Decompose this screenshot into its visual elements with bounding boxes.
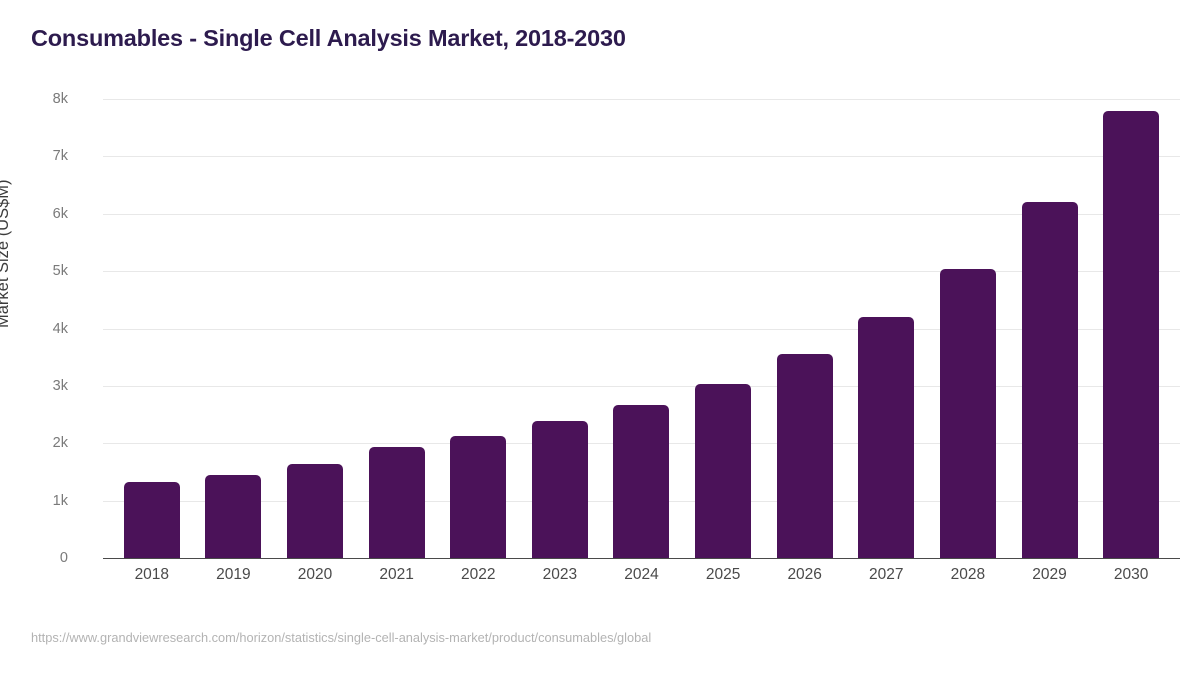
- gridline: [103, 213, 1180, 215]
- bar-slot: [519, 99, 601, 558]
- bar-slot: [1009, 99, 1091, 558]
- y-axis-tick-label: 8k: [52, 91, 68, 107]
- bar-2022[interactable]: [450, 435, 507, 558]
- bar-slot: [437, 99, 519, 558]
- bar-slot: [193, 99, 275, 558]
- bar-2019[interactable]: [205, 475, 262, 558]
- bar-2027[interactable]: [858, 317, 915, 558]
- bar-slot: [764, 99, 846, 558]
- x-axis-tick-label: 2021: [379, 566, 414, 583]
- gridline: [103, 328, 1180, 330]
- y-axis-tick-label: 1k: [52, 492, 68, 509]
- gridline: [103, 156, 1180, 158]
- y-axis-tick-label: 0: [59, 550, 68, 566]
- x-axis-tick-label: 2023: [542, 566, 578, 583]
- y-axis-tick-label: 5k: [52, 263, 68, 280]
- y-axis-tick-label: 7k: [52, 148, 68, 165]
- bar-slot: [111, 99, 193, 558]
- x-axis-tick-label: 2026: [787, 566, 822, 583]
- x-axis-tick-label: 2018: [134, 566, 170, 583]
- bar-2030[interactable]: [1103, 111, 1160, 558]
- x-axis-tick-label: 2030: [1113, 566, 1149, 583]
- bar-slot: [601, 99, 683, 558]
- bar-series: [103, 99, 1180, 558]
- bar-2024[interactable]: [613, 404, 670, 558]
- axis-baseline: [103, 558, 1180, 560]
- x-axis-tick-label: 2025: [705, 566, 741, 583]
- bar-2020[interactable]: [287, 464, 344, 558]
- bar-slot: [356, 99, 438, 558]
- bar-slot: [682, 99, 764, 558]
- x-axis-tick-label: 2019: [216, 566, 251, 583]
- y-axis-title: Market Size (US$M): [0, 179, 12, 328]
- x-axis-tick-label: 2022: [461, 566, 496, 583]
- bar-2025[interactable]: [695, 383, 752, 558]
- x-axis-tick-label: 2024: [624, 566, 659, 583]
- bar-slot: [845, 99, 927, 558]
- gridline: [103, 271, 1180, 273]
- bar-2021[interactable]: [368, 446, 425, 558]
- bar-2018[interactable]: [123, 481, 180, 558]
- y-axis-tick-label: 2k: [52, 435, 68, 452]
- bar-slot: [1090, 99, 1172, 558]
- bar-2028[interactable]: [939, 268, 996, 558]
- x-axis-tick-label: 2029: [1032, 566, 1067, 583]
- x-axis-tick-label: 2028: [950, 566, 986, 583]
- page-title: Consumables - Single Cell Analysis Marke…: [31, 25, 626, 51]
- y-axis-tick-label: 4k: [52, 320, 68, 337]
- bar-slot: [927, 99, 1009, 558]
- y-axis-tick-label: 6k: [52, 205, 68, 222]
- x-axis-ticks: 2018 2019 2020 2021 2022 2023 2024 2025 2026 2027…: [103, 566, 1180, 584]
- y-axis-tick-label: 3k: [52, 377, 68, 394]
- x-axis-tick-label: 2027: [869, 566, 904, 583]
- bar-slot: [274, 99, 356, 558]
- gridline: [103, 385, 1180, 387]
- source-url: https://www.grandviewresearch.com/horizo…: [31, 630, 652, 645]
- gridline: [103, 99, 1180, 100]
- x-axis-tick-label: 2020: [297, 566, 333, 583]
- bar-2023[interactable]: [531, 421, 588, 558]
- plot-area: 0 1k 2k 3k 4k 5k 6k 7k 8k: [53, 91, 1180, 566]
- bar-2029[interactable]: [1021, 201, 1078, 558]
- bar-2026[interactable]: [776, 353, 833, 558]
